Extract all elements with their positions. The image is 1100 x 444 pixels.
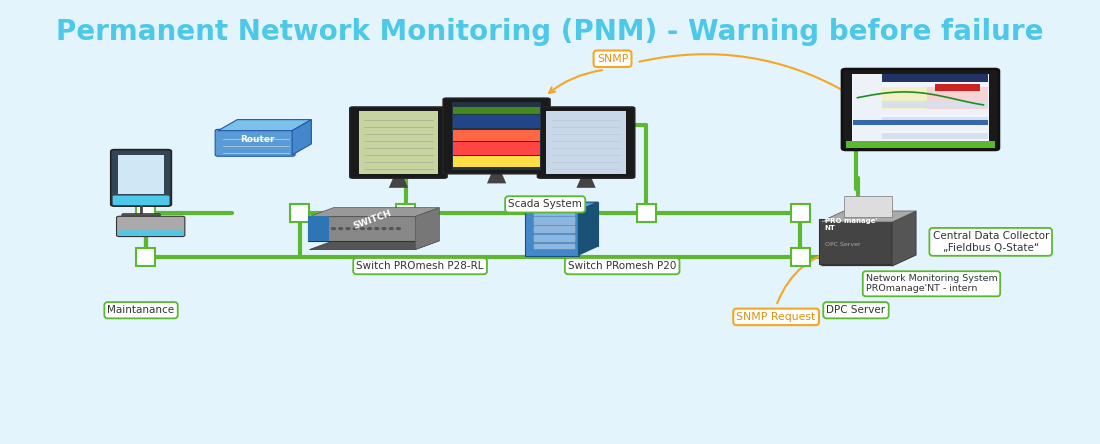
Polygon shape <box>309 241 439 250</box>
FancyBboxPatch shape <box>453 142 540 155</box>
Circle shape <box>389 228 393 230</box>
FancyBboxPatch shape <box>852 109 988 115</box>
FancyBboxPatch shape <box>845 196 892 218</box>
Text: DPC Server: DPC Server <box>826 305 886 315</box>
Polygon shape <box>487 172 506 183</box>
Text: SNMP: SNMP <box>597 54 628 64</box>
Text: Switch PRomesh P20: Switch PRomesh P20 <box>568 261 676 271</box>
FancyBboxPatch shape <box>851 74 989 141</box>
Circle shape <box>346 228 350 230</box>
Circle shape <box>353 228 358 230</box>
Circle shape <box>375 228 378 230</box>
FancyBboxPatch shape <box>111 150 172 206</box>
FancyBboxPatch shape <box>852 119 988 125</box>
FancyBboxPatch shape <box>842 69 999 150</box>
FancyBboxPatch shape <box>525 210 580 256</box>
FancyBboxPatch shape <box>535 228 574 234</box>
FancyBboxPatch shape <box>136 249 155 266</box>
FancyBboxPatch shape <box>852 87 927 114</box>
FancyBboxPatch shape <box>452 102 541 170</box>
FancyBboxPatch shape <box>547 111 626 174</box>
Text: Scada System: Scada System <box>508 199 582 210</box>
FancyBboxPatch shape <box>359 111 439 174</box>
FancyBboxPatch shape <box>350 107 447 178</box>
FancyBboxPatch shape <box>852 117 988 123</box>
Polygon shape <box>892 211 916 266</box>
FancyBboxPatch shape <box>535 210 574 216</box>
FancyBboxPatch shape <box>453 156 540 167</box>
Polygon shape <box>416 208 439 250</box>
FancyBboxPatch shape <box>308 216 416 241</box>
FancyBboxPatch shape <box>117 216 185 237</box>
FancyBboxPatch shape <box>935 84 980 91</box>
FancyBboxPatch shape <box>791 204 810 222</box>
Polygon shape <box>820 211 916 222</box>
FancyBboxPatch shape <box>396 204 416 222</box>
FancyBboxPatch shape <box>535 235 574 240</box>
FancyBboxPatch shape <box>112 195 169 205</box>
FancyBboxPatch shape <box>122 214 161 221</box>
FancyBboxPatch shape <box>852 101 988 107</box>
Text: Network Monitoring System
PROmanage'NT - intern: Network Monitoring System PROmanage'NT -… <box>866 274 998 293</box>
Polygon shape <box>293 119 311 155</box>
FancyBboxPatch shape <box>453 107 540 114</box>
FancyBboxPatch shape <box>63 0 1037 444</box>
FancyBboxPatch shape <box>535 226 574 231</box>
Polygon shape <box>820 255 916 266</box>
Text: SNMP Request: SNMP Request <box>737 312 816 322</box>
FancyBboxPatch shape <box>535 237 574 242</box>
Text: Permanent Network Monitoring (PNM) - Warning before failure: Permanent Network Monitoring (PNM) - War… <box>56 18 1044 46</box>
FancyBboxPatch shape <box>119 230 183 236</box>
FancyBboxPatch shape <box>852 74 988 82</box>
FancyBboxPatch shape <box>453 115 540 128</box>
Circle shape <box>367 228 372 230</box>
Text: Router: Router <box>241 135 275 144</box>
FancyBboxPatch shape <box>216 129 295 156</box>
FancyBboxPatch shape <box>846 142 996 148</box>
FancyBboxPatch shape <box>637 204 656 222</box>
Polygon shape <box>218 119 311 131</box>
FancyBboxPatch shape <box>443 98 550 174</box>
Polygon shape <box>526 202 597 211</box>
Polygon shape <box>544 202 597 246</box>
FancyBboxPatch shape <box>308 216 330 241</box>
FancyBboxPatch shape <box>852 125 988 131</box>
FancyBboxPatch shape <box>119 155 164 194</box>
Text: Maintanance: Maintanance <box>108 305 175 315</box>
Text: SWITCH: SWITCH <box>352 209 393 231</box>
Polygon shape <box>576 177 596 188</box>
FancyBboxPatch shape <box>290 204 309 222</box>
Circle shape <box>396 228 400 230</box>
FancyBboxPatch shape <box>535 219 574 225</box>
FancyBboxPatch shape <box>791 249 810 266</box>
Text: Switch PROmesh P28-RL: Switch PROmesh P28-RL <box>356 261 484 271</box>
Polygon shape <box>309 208 439 217</box>
FancyBboxPatch shape <box>535 244 574 249</box>
FancyBboxPatch shape <box>538 107 635 178</box>
Circle shape <box>382 228 386 230</box>
Text: PRO manage'
NT: PRO manage' NT <box>825 218 877 231</box>
Polygon shape <box>579 202 597 255</box>
FancyBboxPatch shape <box>852 133 988 139</box>
FancyBboxPatch shape <box>852 74 882 140</box>
FancyBboxPatch shape <box>535 217 574 222</box>
Circle shape <box>361 228 364 230</box>
Polygon shape <box>388 177 408 188</box>
FancyBboxPatch shape <box>136 204 155 222</box>
FancyBboxPatch shape <box>927 87 988 114</box>
Text: Central Data Collector
„Fieldbus Q-State“: Central Data Collector „Fieldbus Q-State… <box>933 231 1049 253</box>
Text: OPC Server: OPC Server <box>825 242 860 246</box>
Circle shape <box>339 228 342 230</box>
FancyBboxPatch shape <box>818 219 893 264</box>
FancyBboxPatch shape <box>453 130 540 141</box>
Circle shape <box>331 228 335 230</box>
